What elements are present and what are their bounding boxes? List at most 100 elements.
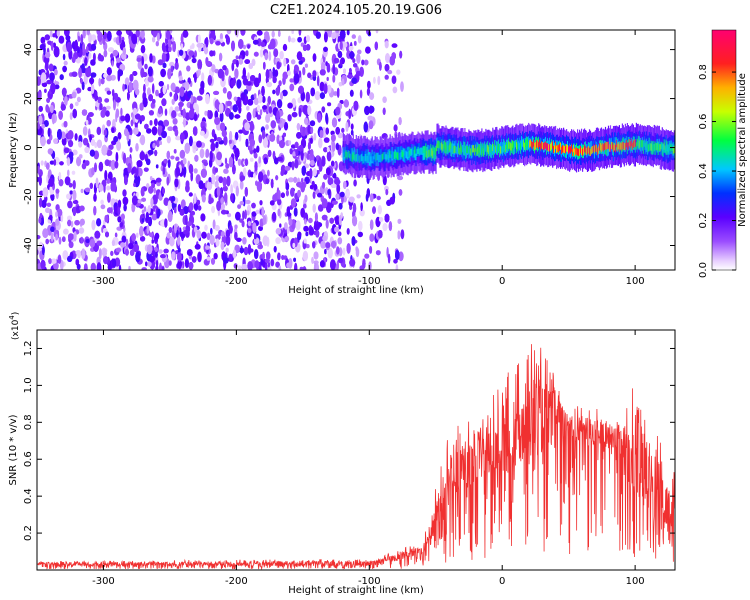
noise-cell (238, 129, 244, 134)
signal-band-cell (483, 148, 485, 156)
noise-cell (267, 149, 272, 157)
noise-cell (266, 81, 273, 88)
noise-cell (305, 91, 310, 103)
noise-cell (122, 189, 127, 197)
noise-cell (169, 236, 175, 247)
noise-cell (95, 177, 99, 189)
noise-cell (54, 84, 60, 90)
noise-cell (194, 72, 197, 83)
signal-band-cell (507, 143, 509, 151)
signal-band-cell (633, 139, 635, 148)
noise-cell (119, 222, 124, 228)
noise-cell (174, 106, 180, 112)
noise-cell (80, 188, 84, 194)
noise-cell (230, 193, 234, 203)
signal-band-cell (423, 145, 425, 154)
noise-cell (319, 81, 325, 92)
noise-cell (147, 205, 151, 214)
noise-cell (175, 58, 178, 63)
noise-cell (305, 231, 309, 237)
noise-cell (231, 62, 235, 72)
signal-band-cell (524, 142, 526, 150)
noise-cell (224, 157, 228, 165)
noise-cell (66, 42, 73, 53)
noise-cell (78, 67, 82, 79)
noise-cell (53, 81, 60, 86)
noise-cell (209, 234, 215, 245)
signal-band-cell (510, 143, 512, 151)
noise-cell (294, 141, 299, 148)
noise-cell (146, 158, 151, 166)
noise-cell (266, 102, 270, 112)
noise-cell (88, 52, 92, 59)
noise-cell (331, 117, 338, 128)
noise-cell (130, 119, 134, 127)
noise-cell (89, 238, 96, 248)
noise-cell (142, 71, 148, 78)
noise-cell (62, 53, 66, 61)
noise-cell (136, 57, 142, 62)
noise-cell (276, 99, 283, 109)
noise-cell (163, 197, 169, 206)
noise-cell (113, 99, 116, 111)
noise-cell (162, 166, 166, 175)
noise-cell (128, 242, 134, 250)
noise-cell (201, 231, 207, 239)
noise-cell (230, 142, 233, 150)
noise-cell (290, 59, 296, 65)
signal-band-cell (569, 145, 571, 153)
noise-cell (49, 214, 53, 221)
noise-cell (215, 238, 220, 247)
noise-cell (171, 110, 177, 119)
noise-cell (50, 226, 55, 232)
signal-band-cell (405, 150, 407, 158)
noise-cell (191, 43, 195, 49)
noise-cell (120, 115, 126, 122)
noise-cell (220, 77, 226, 88)
noise-cell (353, 100, 359, 111)
noise-cell (314, 212, 318, 222)
signal-band-cell (351, 154, 353, 162)
noise-cell (233, 96, 238, 102)
noise-cell (282, 71, 288, 80)
noise-cell (338, 202, 343, 210)
noise-cell (331, 200, 338, 205)
noise-cell (196, 95, 203, 101)
signal-band-cell (543, 143, 545, 151)
noise-cell (369, 105, 373, 114)
noise-cell (279, 50, 284, 60)
signal-band-cell (368, 154, 370, 162)
signal-band-cell (376, 153, 378, 161)
signal-band-cell (596, 147, 599, 156)
noise-cell (94, 230, 101, 239)
noise-cell (384, 213, 390, 223)
noise-cell (148, 66, 153, 77)
noise-cell (64, 96, 68, 106)
noise-cell (55, 188, 60, 194)
noise-cell (396, 69, 401, 75)
noise-cell (261, 206, 265, 217)
noise-cell (300, 177, 304, 184)
noise-cell (234, 131, 239, 141)
noise-cell (309, 185, 314, 190)
noise-cell (356, 194, 361, 199)
noise-cell (323, 147, 328, 153)
signal-band-cell (380, 155, 382, 163)
noise-cell (38, 105, 43, 112)
noise-cell (76, 156, 82, 167)
noise-cell (100, 78, 105, 85)
signal-band-cell (425, 150, 427, 158)
noise-cell (235, 211, 241, 221)
noise-cell (127, 162, 132, 174)
noise-cell (90, 262, 96, 270)
noise-cell (238, 39, 244, 49)
signal-band-cell (485, 144, 487, 152)
noise-cell (140, 45, 146, 54)
signal-band-cell (361, 153, 363, 161)
noise-cell (106, 120, 111, 127)
noise-cell (198, 68, 201, 76)
noise-cell (219, 122, 226, 132)
noise-cell (143, 83, 146, 93)
noise-cell (221, 209, 227, 215)
noise-cell (265, 114, 270, 123)
